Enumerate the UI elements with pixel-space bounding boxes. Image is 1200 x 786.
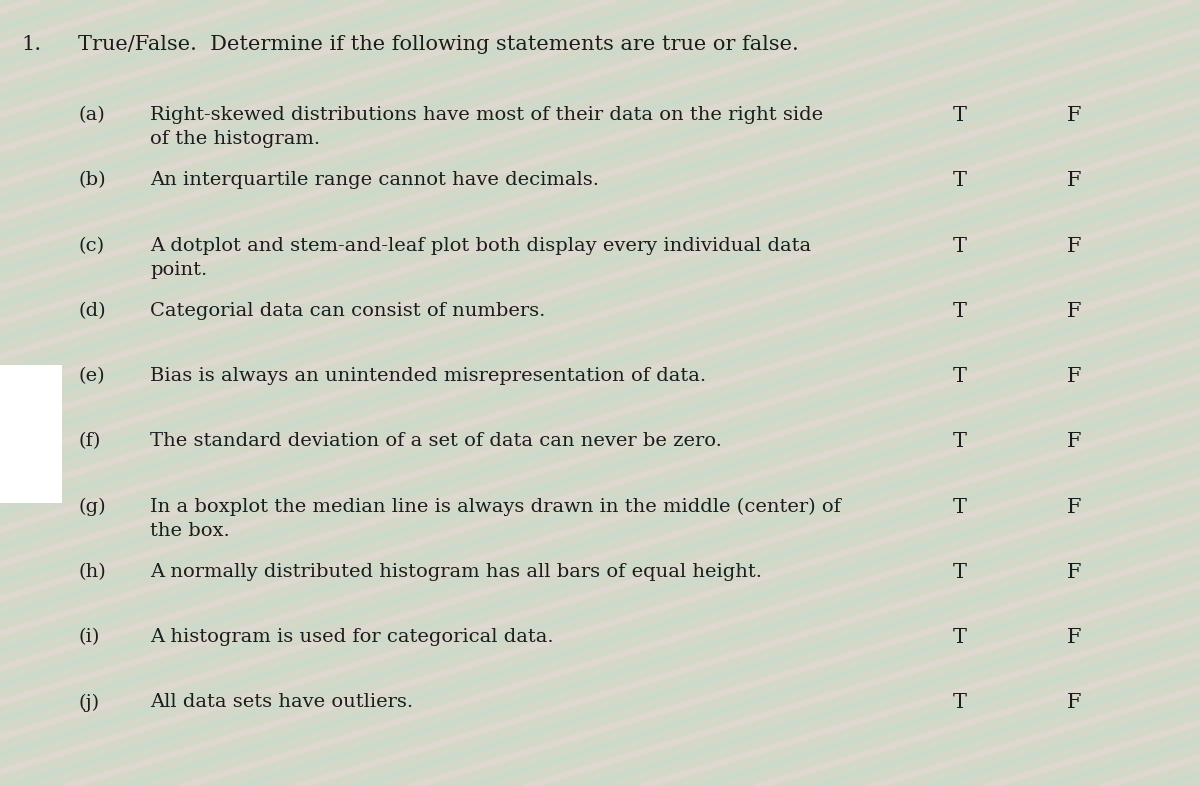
Text: (a): (a) bbox=[78, 106, 104, 124]
Text: In a boxplot the median line is always drawn in the middle (center) of
the box.: In a boxplot the median line is always d… bbox=[150, 498, 841, 540]
Text: F: F bbox=[1067, 106, 1081, 125]
Text: 1.: 1. bbox=[22, 35, 42, 54]
Bar bbox=[0, 365, 62, 503]
Text: (c): (c) bbox=[78, 237, 104, 255]
Text: T: T bbox=[953, 693, 967, 712]
Text: (i): (i) bbox=[78, 628, 100, 646]
Text: T: T bbox=[953, 367, 967, 386]
Text: F: F bbox=[1067, 498, 1081, 516]
Text: Bias is always an unintended misrepresentation of data.: Bias is always an unintended misrepresen… bbox=[150, 367, 706, 385]
Text: T: T bbox=[953, 171, 967, 190]
Text: F: F bbox=[1067, 628, 1081, 647]
Text: T: T bbox=[953, 302, 967, 321]
Text: A normally distributed histogram has all bars of equal height.: A normally distributed histogram has all… bbox=[150, 563, 762, 581]
Text: The standard deviation of a set of data can never be zero.: The standard deviation of a set of data … bbox=[150, 432, 722, 450]
Text: An interquartile range cannot have decimals.: An interquartile range cannot have decim… bbox=[150, 171, 599, 189]
Text: All data sets have outliers.: All data sets have outliers. bbox=[150, 693, 413, 711]
Text: (e): (e) bbox=[78, 367, 104, 385]
Text: F: F bbox=[1067, 693, 1081, 712]
Text: A dotplot and stem-and-leaf plot both display every individual data
point.: A dotplot and stem-and-leaf plot both di… bbox=[150, 237, 811, 279]
Text: (j): (j) bbox=[78, 693, 100, 711]
Text: F: F bbox=[1067, 237, 1081, 255]
Text: True/False.  Determine if the following statements are true or false.: True/False. Determine if the following s… bbox=[78, 35, 799, 54]
Text: T: T bbox=[953, 237, 967, 255]
Text: T: T bbox=[953, 563, 967, 582]
Text: (g): (g) bbox=[78, 498, 106, 516]
Text: (b): (b) bbox=[78, 171, 106, 189]
Text: A histogram is used for categorical data.: A histogram is used for categorical data… bbox=[150, 628, 553, 646]
Text: (d): (d) bbox=[78, 302, 106, 320]
Text: F: F bbox=[1067, 302, 1081, 321]
Text: T: T bbox=[953, 432, 967, 451]
Text: Categorial data can consist of numbers.: Categorial data can consist of numbers. bbox=[150, 302, 545, 320]
Text: (f): (f) bbox=[78, 432, 101, 450]
Text: F: F bbox=[1067, 563, 1081, 582]
Text: T: T bbox=[953, 106, 967, 125]
Text: F: F bbox=[1067, 171, 1081, 190]
Text: T: T bbox=[953, 498, 967, 516]
Text: F: F bbox=[1067, 432, 1081, 451]
Text: T: T bbox=[953, 628, 967, 647]
Text: (h): (h) bbox=[78, 563, 106, 581]
Text: Right-skewed distributions have most of their data on the right side
of the hist: Right-skewed distributions have most of … bbox=[150, 106, 823, 149]
Text: F: F bbox=[1067, 367, 1081, 386]
